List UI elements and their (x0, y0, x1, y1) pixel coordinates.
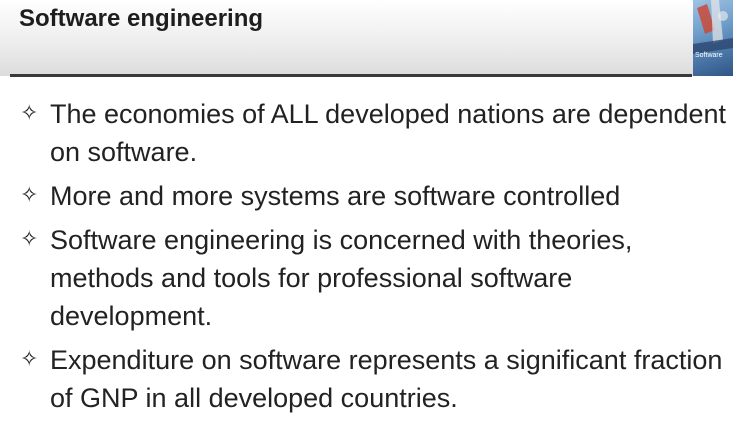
four-pointed-star-icon: ✧ (20, 101, 39, 126)
header-divider (10, 74, 692, 77)
four-pointed-star-icon: ✧ (20, 183, 39, 208)
bullet-item: ✧ Expenditure on software represents a s… (20, 341, 730, 417)
slide-header: Software engineering Software (0, 0, 733, 76)
bullet-item: ✧ Software engineering is concerned with… (20, 221, 730, 335)
bullet-item: ✧ The economies of ALL developed nations… (20, 95, 730, 171)
bullet-list: ✧ The economies of ALL developed nations… (20, 95, 730, 423)
four-pointed-star-icon: ✧ (20, 227, 39, 252)
book-cover-image (693, 0, 733, 54)
four-pointed-star-icon: ✧ (20, 347, 39, 372)
bullet-text: Expenditure on software represents a sig… (50, 345, 723, 413)
bullet-item: ✧ More and more systems are software con… (20, 177, 730, 215)
bullet-text: Software engineering is concerned with t… (50, 225, 633, 331)
slide-title: Software engineering (19, 5, 264, 32)
thumbnail-label: Software (695, 52, 723, 59)
book-cover-thumbnail: Software (693, 0, 733, 76)
bullet-text: The economies of ALL developed nations a… (50, 99, 727, 167)
bullet-text: More and more systems are software contr… (50, 181, 621, 211)
